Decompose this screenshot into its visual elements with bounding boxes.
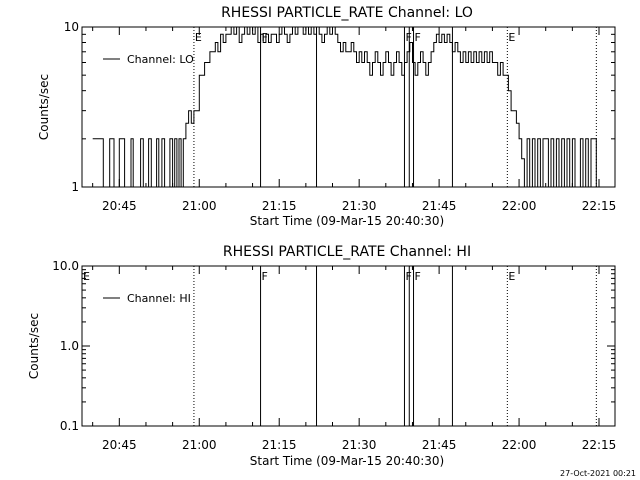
xtick-label-lo-4: 21:45 [422,199,457,213]
event-label-lo-7: E [508,31,515,44]
event-label-hi-8: E [508,270,515,283]
event-label-hi-6: F [415,270,421,283]
panel-lo-xlabel: Start Time (09-Mar-15 20:40:30) [250,214,444,228]
panel-lo: RHESSI PARTICLE_RATE Channel: LO Counts/… [37,5,616,228]
ytick-label-lo-1: 10 [64,20,79,34]
xtick-label-lo-1: 21:00 [182,199,217,213]
ytick-label-hi-2: 10.0 [52,259,79,273]
xtick-label-lo-2: 21:15 [262,199,297,213]
event-label-lo-1: F [262,31,268,44]
xtick-label-hi-4: 21:45 [422,438,457,452]
ytick-label-lo-0: 1 [71,180,79,194]
event-label-lo-3: F [405,31,411,44]
panel-hi-legend-label: Channel: HI [127,292,191,305]
xtick-label-lo-3: 21:30 [342,199,377,213]
xtick-label-lo-6: 22:15 [582,199,617,213]
xtick-label-lo-0: 20:45 [102,199,137,213]
xtick-label-hi-5: 22:00 [502,438,537,452]
xtick-label-hi-2: 21:15 [262,438,297,452]
series-line-lo-0 [92,26,599,188]
xtick-label-hi-0: 20:45 [102,438,137,452]
event-label-hi-0: E [83,270,90,283]
event-label-hi-4: F [405,270,411,283]
panel-hi-plot-frame [81,265,616,427]
panel-hi-title: RHESSI PARTICLE_RATE Channel: HI [223,244,471,260]
event-label-hi-2: F [262,270,268,283]
panel-lo-plot-frame [81,26,616,188]
panel-hi-ylabel: Counts/sec [27,313,41,379]
event-label-lo-0: E [195,31,202,44]
panel-lo-legend-label: Channel: LO [127,53,194,66]
xtick-label-hi-3: 21:30 [342,438,377,452]
event-label-lo-5: F [415,31,421,44]
ytick-label-hi-0: 0.1 [60,419,79,433]
panel-lo-title: RHESSI PARTICLE_RATE Channel: LO [221,5,473,21]
xtick-label-lo-5: 22:00 [502,199,537,213]
xtick-label-hi-6: 22:15 [582,438,617,452]
panel-hi-xlabel: Start Time (09-Mar-15 20:40:30) [250,454,444,468]
footer-timestamp: 27-Oct-2021 00:21 [560,469,636,478]
panel-hi: RHESSI PARTICLE_RATE Channel: HI Counts/… [27,244,616,468]
panel-lo-ylabel: Counts/sec [37,74,51,140]
xtick-label-hi-1: 21:00 [182,438,217,452]
ytick-label-hi-1: 1.0 [60,339,79,353]
